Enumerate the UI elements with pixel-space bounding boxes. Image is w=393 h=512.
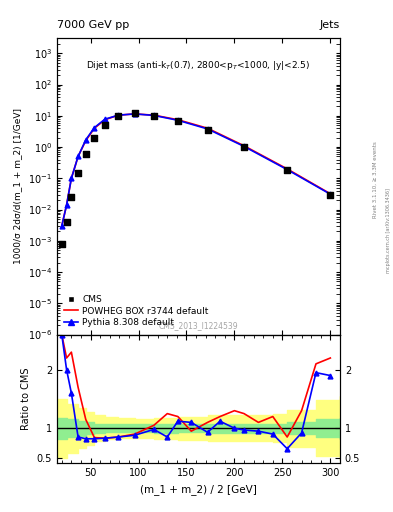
Point bbox=[115, 112, 121, 120]
Text: Dijet mass (anti-k$_T$(0.7), 2800<p$_T$<1000, |y|<2.5): Dijet mass (anti-k$_T$(0.7), 2800<p$_T$<… bbox=[86, 59, 310, 72]
X-axis label: (m_1 + m_2) / 2 [GeV]: (m_1 + m_2) / 2 [GeV] bbox=[140, 484, 257, 495]
Y-axis label: Ratio to CMS: Ratio to CMS bbox=[21, 368, 31, 430]
Point bbox=[204, 126, 211, 134]
Point bbox=[175, 117, 181, 125]
Point bbox=[75, 169, 81, 177]
Point bbox=[91, 134, 97, 142]
Point bbox=[63, 218, 70, 226]
Point bbox=[151, 112, 157, 120]
Point bbox=[102, 121, 108, 130]
Text: Rivet 3.1.10, ≥ 3.3M events: Rivet 3.1.10, ≥ 3.3M events bbox=[373, 141, 378, 218]
Point bbox=[68, 193, 75, 201]
Point bbox=[83, 150, 89, 158]
Text: 7000 GeV pp: 7000 GeV pp bbox=[57, 20, 129, 30]
Y-axis label: 1000/σ 2dσ/d(m_1 + m_2) [1/GeV]: 1000/σ 2dσ/d(m_1 + m_2) [1/GeV] bbox=[13, 109, 22, 265]
Point bbox=[284, 166, 290, 175]
Point bbox=[241, 143, 247, 151]
Text: mcplots.cern.ch [arXiv:1306.3436]: mcplots.cern.ch [arXiv:1306.3436] bbox=[386, 188, 391, 273]
Text: CMS_2013_I1224539: CMS_2013_I1224539 bbox=[159, 321, 238, 330]
Point bbox=[132, 109, 138, 117]
Point bbox=[59, 240, 65, 248]
Legend: CMS, POWHEG BOX r3744 default, Pythia 8.308 default: CMS, POWHEG BOX r3744 default, Pythia 8.… bbox=[61, 292, 211, 330]
Point bbox=[327, 190, 334, 199]
Text: Jets: Jets bbox=[320, 20, 340, 30]
